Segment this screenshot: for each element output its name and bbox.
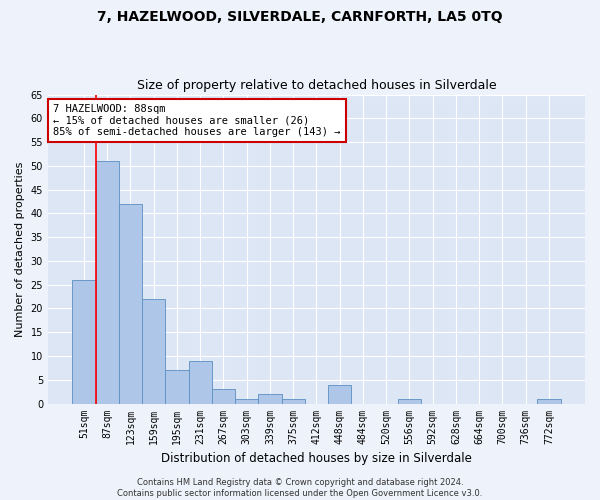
Bar — [142, 299, 166, 404]
Text: Contains HM Land Registry data © Crown copyright and database right 2024.
Contai: Contains HM Land Registry data © Crown c… — [118, 478, 482, 498]
Text: 7 HAZELWOOD: 88sqm
← 15% of detached houses are smaller (26)
85% of semi-detache: 7 HAZELWOOD: 88sqm ← 15% of detached hou… — [53, 104, 341, 137]
Text: 7, HAZELWOOD, SILVERDALE, CARNFORTH, LA5 0TQ: 7, HAZELWOOD, SILVERDALE, CARNFORTH, LA5… — [97, 10, 503, 24]
Bar — [538, 399, 560, 404]
X-axis label: Distribution of detached houses by size in Silverdale: Distribution of detached houses by size … — [161, 452, 472, 465]
Bar — [166, 370, 188, 404]
Bar — [95, 161, 119, 404]
Bar — [212, 390, 235, 404]
Title: Size of property relative to detached houses in Silverdale: Size of property relative to detached ho… — [137, 79, 496, 92]
Bar — [398, 399, 421, 404]
Bar — [119, 204, 142, 404]
Bar — [259, 394, 281, 404]
Bar — [188, 361, 212, 404]
Bar — [73, 280, 95, 404]
Bar — [328, 384, 352, 404]
Y-axis label: Number of detached properties: Number of detached properties — [15, 162, 25, 336]
Bar — [235, 399, 259, 404]
Bar — [281, 399, 305, 404]
